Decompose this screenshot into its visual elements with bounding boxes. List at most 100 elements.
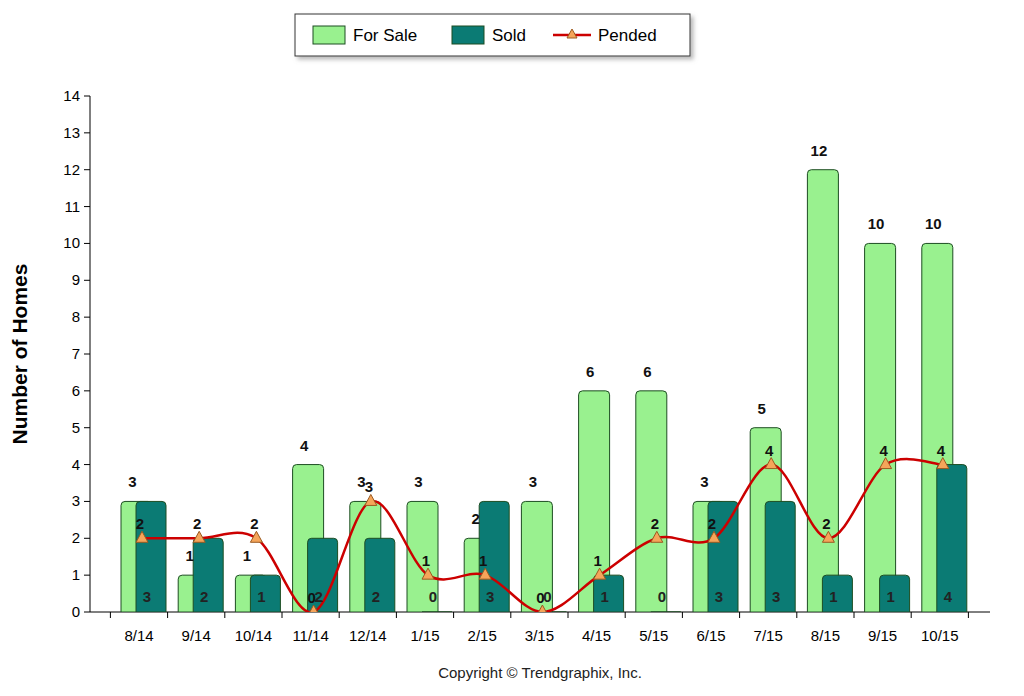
marker	[479, 568, 491, 579]
y-tick	[84, 317, 90, 318]
bar	[880, 575, 910, 612]
marker	[822, 531, 834, 542]
data-label: 1	[829, 588, 837, 605]
y-tick-label: 2	[72, 529, 80, 546]
x-tick	[739, 612, 740, 618]
legend-marker	[567, 29, 577, 38]
data-label: 0	[307, 589, 315, 606]
data-label: 6	[643, 363, 651, 380]
bar	[308, 538, 338, 612]
marker	[765, 458, 777, 469]
x-tick-label: 5/15	[639, 627, 668, 644]
x-tick	[625, 612, 626, 618]
data-label: 2	[193, 515, 201, 532]
x-tick	[110, 612, 111, 618]
y-tick-label: 13	[63, 124, 80, 141]
legend-swatch	[452, 26, 484, 44]
x-tick	[682, 612, 683, 618]
y-axis: 01234567891011121314	[63, 87, 90, 620]
y-tick	[84, 280, 90, 281]
y-tick	[84, 132, 90, 133]
x-tick	[453, 612, 454, 618]
data-label: 3	[128, 473, 136, 490]
data-label: 4	[765, 442, 774, 459]
data-label: 1	[479, 552, 487, 569]
x-tick-label: 8/15	[811, 627, 840, 644]
legend-swatch	[313, 26, 345, 44]
bar	[407, 501, 438, 612]
bar	[579, 391, 610, 612]
x-tick-label: 4/15	[582, 627, 611, 644]
x-tick-label: 9/15	[868, 627, 897, 644]
bar	[865, 243, 896, 612]
marker	[536, 605, 548, 612]
y-tick-label: 0	[72, 603, 80, 620]
y-tick	[84, 206, 90, 207]
data-label: 4	[937, 442, 946, 459]
marker	[308, 605, 320, 612]
data-label: 2	[651, 515, 659, 532]
data-label: 4	[879, 442, 888, 459]
marker	[594, 568, 606, 579]
y-tick	[84, 612, 90, 613]
y-tick	[84, 354, 90, 355]
x-tick	[282, 612, 283, 618]
data-label: 2	[822, 515, 830, 532]
line	[142, 459, 943, 612]
x-tick-label: 7/15	[754, 627, 783, 644]
x-tick	[911, 612, 912, 618]
y-tick	[84, 390, 90, 391]
x-tick-label: 6/15	[696, 627, 725, 644]
bar	[765, 501, 795, 612]
x-tick-label: 10/15	[921, 627, 959, 644]
y-tick-label: 8	[72, 308, 80, 325]
data-label: 2	[708, 515, 716, 532]
data-label: 1	[600, 588, 608, 605]
data-label: 2	[372, 588, 380, 605]
x-tick-label: 12/14	[349, 627, 387, 644]
data-label: 2	[136, 515, 144, 532]
data-label: 2	[472, 510, 480, 527]
data-labels: 3114332366351210103212203010331142220311…	[128, 142, 952, 606]
y-tick	[84, 96, 90, 97]
bar	[708, 501, 738, 612]
marker	[422, 568, 434, 579]
plot-marks	[121, 170, 967, 612]
y-tick-label: 3	[72, 492, 80, 509]
data-label: 4	[944, 588, 953, 605]
bar	[521, 501, 552, 612]
x-tick	[167, 612, 168, 618]
legend: For SaleSoldPended	[295, 14, 690, 56]
marker	[937, 458, 949, 469]
x-tick-label: 9/14	[182, 627, 211, 644]
data-label: 1	[422, 552, 430, 569]
data-label: 3	[486, 588, 494, 605]
x-tick	[796, 612, 797, 618]
data-label: 0	[536, 589, 544, 606]
bar	[193, 538, 223, 612]
data-label: 1	[186, 547, 194, 564]
marker	[365, 494, 377, 505]
x-tick	[968, 612, 969, 618]
marker	[708, 531, 720, 542]
marker	[880, 458, 892, 469]
data-label: 10	[925, 215, 942, 232]
chart: 012345678910111213148/149/1410/1411/1412…	[0, 0, 1024, 696]
data-label: 4	[300, 437, 309, 454]
data-label: 0	[658, 588, 666, 605]
data-label: 1	[243, 547, 251, 564]
data-label: 3	[143, 588, 151, 605]
data-label: 3	[414, 473, 422, 490]
bar	[594, 575, 624, 612]
x-tick	[224, 612, 225, 618]
x-axis: 8/149/1410/1411/1412/141/152/153/154/155…	[90, 612, 990, 644]
data-label: 3	[700, 473, 708, 490]
x-tick-label: 11/14	[292, 627, 328, 644]
x-tick	[568, 612, 569, 618]
x-tick-label: 8/14	[124, 627, 153, 644]
y-tick	[84, 464, 90, 465]
data-label: 3	[529, 473, 537, 490]
data-label: 10	[868, 215, 885, 232]
x-tick	[510, 612, 511, 618]
y-tick	[84, 575, 90, 576]
